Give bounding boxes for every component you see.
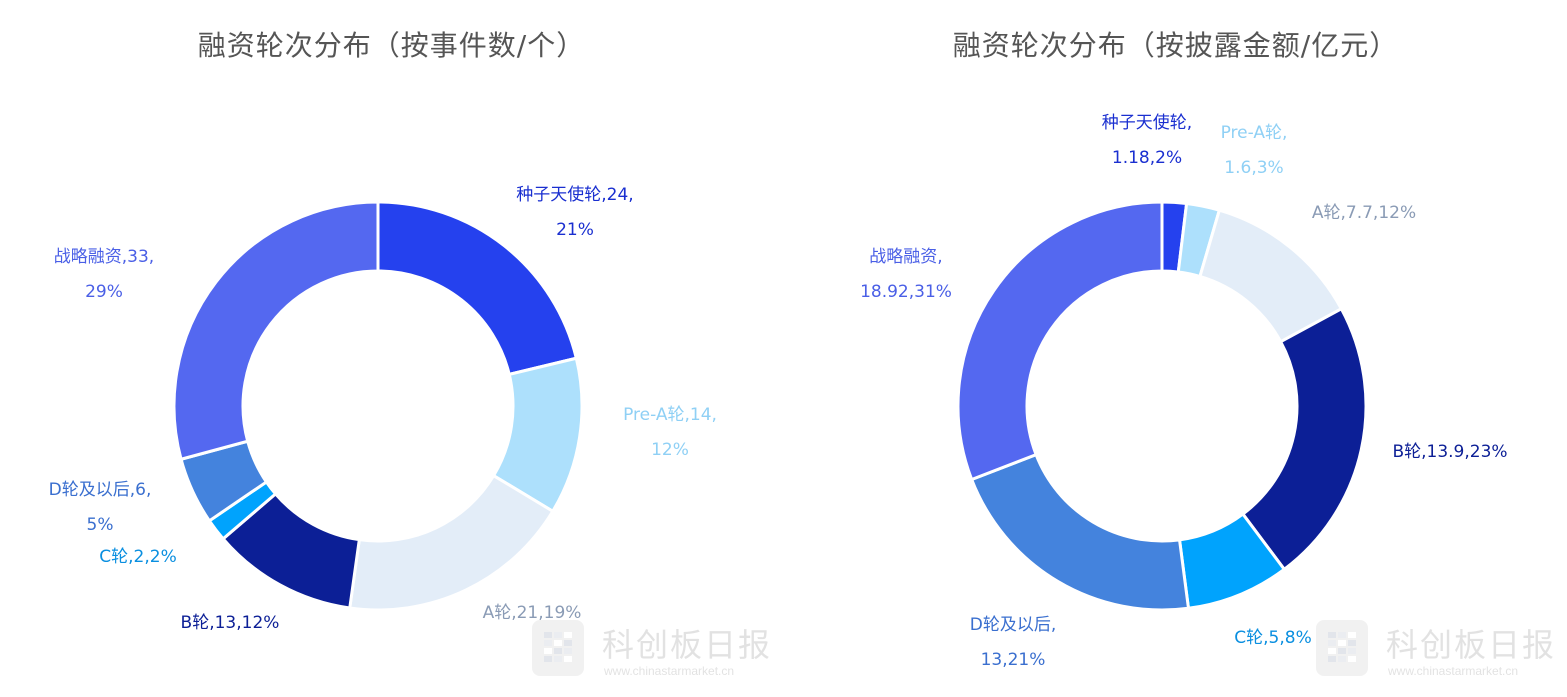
slice-label-line: 种子天使轮,24, <box>516 184 633 205</box>
watermark-grid-icon <box>1328 632 1356 662</box>
watermark-url: www.chinastarmarket.cn <box>604 664 735 678</box>
slice-label-line: C轮,2,2% <box>99 547 176 567</box>
watermark-grid-icon <box>544 632 572 662</box>
donut-slice <box>1240 306 1368 572</box>
chart-title: 融资轮次分布（按事件数/个） <box>197 29 586 62</box>
slice-label-line: 21% <box>556 220 594 240</box>
donut-chart-events: 种子天使轮,24, 21% Pre-A轮,14, 12% A轮,21,19% B轮,13,… <box>49 184 717 633</box>
slice-label: D轮及以后,6, 5% <box>49 480 152 535</box>
watermark-url: www.chinastarmarket.cn <box>1388 664 1519 678</box>
slice-label-line: B轮,13.9,23% <box>1392 442 1507 462</box>
slice-label-line: C轮,5,8% <box>1234 628 1311 648</box>
slice-label: A轮,7.7,12% <box>1312 203 1416 223</box>
watermark-title: 科创板日报 <box>602 626 773 664</box>
donut-slice <box>172 200 380 462</box>
slice-label: Pre-A轮, 1.6,3% <box>1221 123 1288 178</box>
slice-label-line: D轮及以后,6, <box>49 480 152 500</box>
donut-slice <box>956 200 1164 482</box>
slice-label-line: D轮及以后, <box>970 615 1057 635</box>
slice-label: 种子天使轮,24, 21% <box>516 184 633 240</box>
slice-label-line: Pre-A轮, <box>1221 123 1288 143</box>
slice-label-line: Pre-A轮,14, <box>623 405 717 425</box>
chart-panel-amount: 融资轮次分布（按披露金额/亿元） 种子天使轮, 1.18,2% Pre-A轮, 1.6… <box>784 0 1567 697</box>
donut-slice <box>348 473 555 612</box>
slice-label: A轮,21,19% <box>483 603 582 623</box>
chart-title: 融资轮次分布（按披露金额/亿元） <box>952 29 1399 62</box>
slice-label: C轮,5,8% <box>1234 628 1311 648</box>
watermark-logo-icon <box>532 620 584 676</box>
slice-label-line: 29% <box>85 282 123 302</box>
slice-label-line: 13,21% <box>981 650 1046 670</box>
slice-label-line: B轮,13,12% <box>181 613 280 633</box>
slice-label: B轮,13.9,23% <box>1392 442 1507 462</box>
slice-label-line: 战略融资, <box>869 247 942 267</box>
slice-label: B轮,13,12% <box>181 613 280 633</box>
slice-label-line: 18.92,31% <box>860 282 952 302</box>
chart-panel-events: 融资轮次分布（按事件数/个） 种子天使轮,24, 21% Pre-A轮,14, 12%… <box>0 0 783 697</box>
donut-chart-amount: 种子天使轮, 1.18,2% Pre-A轮, 1.6,3% A轮,7.7,12% B轮,1… <box>860 112 1507 670</box>
slice-label: 战略融资,33, 29% <box>54 247 154 302</box>
slice-label: 种子天使轮, 1.18,2% <box>1102 112 1192 168</box>
slice-label: Pre-A轮,14, 12% <box>623 405 717 460</box>
slice-label: 战略融资, 18.92,31% <box>860 247 952 302</box>
slice-label-line: 战略融资,33, <box>54 247 154 267</box>
slice-label-line: 12% <box>651 440 689 460</box>
slice-label-line: 1.18,2% <box>1112 148 1182 168</box>
slice-label-line: 1.6,3% <box>1224 158 1283 178</box>
slice-label-line: 5% <box>87 515 114 535</box>
donut-slice <box>376 200 579 377</box>
slice-label-line: 种子天使轮, <box>1102 112 1192 133</box>
slice-label: C轮,2,2% <box>99 547 176 567</box>
watermark-logo-icon <box>1316 620 1368 676</box>
watermark-title: 科创板日报 <box>1386 626 1557 664</box>
slice-label-line: A轮,7.7,12% <box>1312 203 1416 223</box>
slice-label-line: A轮,21,19% <box>483 603 582 623</box>
donut-slice <box>969 452 1191 612</box>
slice-label: D轮及以后, 13,21% <box>970 615 1057 670</box>
